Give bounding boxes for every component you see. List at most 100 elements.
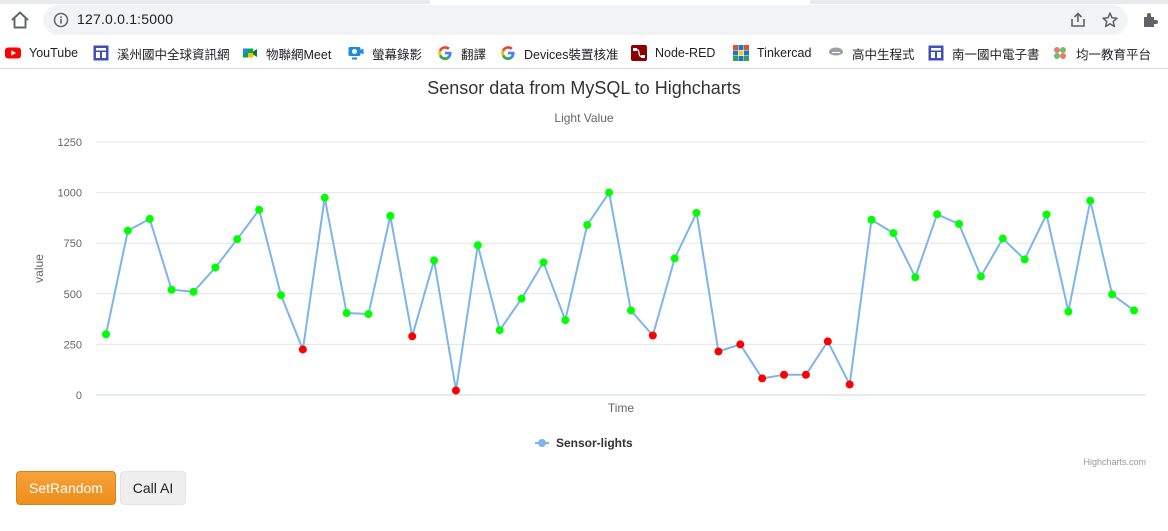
- share-icon[interactable]: [1069, 11, 1087, 29]
- data-point[interactable]: [845, 380, 854, 389]
- data-point[interactable]: [342, 309, 351, 318]
- data-point[interactable]: [495, 326, 504, 335]
- data-point[interactable]: [801, 370, 810, 379]
- site-info-icon[interactable]: [53, 12, 69, 28]
- data-point[interactable]: [626, 306, 635, 315]
- data-point[interactable]: [517, 294, 526, 303]
- bookmark-label: YouTube: [29, 46, 79, 60]
- data-point[interactable]: [1086, 196, 1095, 205]
- url-text[interactable]: 127.0.0.1:5000: [77, 11, 174, 27]
- data-point[interactable]: [386, 211, 395, 220]
- data-point[interactable]: [583, 220, 592, 229]
- site-icon: [93, 45, 109, 61]
- y-tick-label: 1000: [58, 188, 82, 200]
- y-axis-title: value: [32, 254, 46, 283]
- bookmark-youtube[interactable]: YouTube: [5, 44, 78, 62]
- bookmark-label: 物聯網Meet: [266, 47, 332, 62]
- bookmark-label: 均一教育平台: [1076, 47, 1152, 62]
- data-point[interactable]: [1108, 290, 1117, 299]
- data-point[interactable]: [648, 331, 657, 340]
- active-tab[interactable]: [430, 0, 810, 4]
- browser-toolbar: 127.0.0.1:5000: [0, 0, 1168, 38]
- bookmark-devices[interactable]: Devices裝置核准: [500, 44, 618, 62]
- google-icon: [501, 46, 515, 60]
- bookmark-label: Node-RED: [655, 46, 716, 60]
- extensions-puzzle-icon[interactable]: [1141, 11, 1159, 29]
- bookmark-label: 南一國中電子書: [952, 47, 1040, 62]
- bookmark-label: 溪州國中全球資訊網: [117, 47, 230, 62]
- data-point[interactable]: [736, 340, 745, 349]
- data-point[interactable]: [867, 215, 876, 224]
- data-point[interactable]: [561, 316, 570, 325]
- data-point[interactable]: [364, 310, 373, 319]
- bookmark-screen-record[interactable]: 螢幕錄影: [348, 44, 422, 62]
- bookmark-tinkercad[interactable]: Tinkercad: [733, 44, 811, 62]
- data-point[interactable]: [189, 287, 198, 296]
- bookmark-hs-coding[interactable]: 高中生程式: [828, 44, 915, 62]
- bookmark-meet[interactable]: 物聯網Meet: [242, 44, 331, 62]
- data-point[interactable]: [451, 386, 460, 395]
- data-point[interactable]: [1020, 255, 1029, 264]
- bookmark-node-red[interactable]: Node-RED: [631, 44, 715, 62]
- data-point[interactable]: [123, 226, 132, 235]
- data-point[interactable]: [605, 188, 614, 197]
- data-point[interactable]: [539, 258, 548, 267]
- bookmarks-bar: YouTube 溪州國中全球資訊網 物聯網Meet 螢幕錄影 翻譯 Device…: [0, 38, 1168, 69]
- x-axis-title: Time: [608, 401, 635, 415]
- data-point[interactable]: [298, 345, 307, 354]
- home-icon[interactable]: [9, 9, 31, 31]
- data-point[interactable]: [889, 229, 898, 238]
- data-point[interactable]: [276, 291, 285, 300]
- chart-title: Sensor data from MySQL to Highcharts: [427, 78, 741, 98]
- y-tick-label: 0: [76, 390, 82, 402]
- data-point[interactable]: [1130, 306, 1138, 315]
- y-tick-label: 500: [64, 289, 82, 301]
- data-point[interactable]: [714, 347, 723, 356]
- meet-icon: [243, 48, 257, 58]
- site-icon: [928, 45, 944, 61]
- set-random-button[interactable]: SetRandom: [16, 471, 116, 505]
- series-line: [105, 191, 1135, 392]
- data-point[interactable]: [102, 330, 110, 339]
- data-point[interactable]: [670, 254, 679, 263]
- bookmark-junyi[interactable]: 均一教育平台: [1052, 44, 1151, 62]
- tab-strip: [0, 0, 1168, 4]
- bookmark-ebook[interactable]: 南一國中電子書: [928, 44, 1040, 62]
- data-point[interactable]: [408, 332, 417, 341]
- data-point[interactable]: [211, 263, 220, 272]
- bookmark-translate[interactable]: 翻譯: [437, 44, 486, 62]
- bookmark-label: 螢幕錄影: [372, 47, 423, 62]
- junyi-icon: [1054, 47, 1066, 59]
- y-tick-label: 1250: [58, 137, 82, 149]
- data-point[interactable]: [233, 235, 242, 244]
- chart-container: Sensor data from MySQL to Highcharts Lig…: [0, 70, 1168, 470]
- data-point[interactable]: [955, 219, 964, 228]
- data-point[interactable]: [692, 208, 701, 217]
- data-point[interactable]: [998, 234, 1007, 243]
- data-point[interactable]: [933, 210, 942, 219]
- y-tick-label: 750: [64, 238, 82, 250]
- chart-subtitle: Light Value: [554, 111, 614, 125]
- data-point[interactable]: [758, 374, 767, 383]
- legend-symbol-marker[interactable]: [538, 439, 546, 447]
- node-red-icon: [631, 45, 647, 61]
- data-point[interactable]: [780, 370, 789, 379]
- data-point[interactable]: [1042, 210, 1051, 219]
- bookmark-school-site[interactable]: 溪州國中全球資訊網: [93, 44, 230, 62]
- data-point[interactable]: [320, 193, 329, 202]
- bookmark-star-icon[interactable]: [1101, 11, 1119, 29]
- data-point[interactable]: [473, 241, 482, 250]
- data-point[interactable]: [255, 205, 264, 214]
- data-point[interactable]: [167, 285, 176, 294]
- call-ai-button[interactable]: Call AI: [120, 471, 186, 505]
- data-point[interactable]: [911, 273, 920, 282]
- bookmark-label: 翻譯: [461, 47, 487, 62]
- data-point[interactable]: [976, 272, 985, 281]
- legend-item-label[interactable]: Sensor-lights: [556, 436, 633, 450]
- address-bar[interactable]: 127.0.0.1:5000: [43, 5, 1128, 35]
- data-point[interactable]: [1064, 307, 1073, 316]
- data-point[interactable]: [145, 214, 154, 223]
- data-point[interactable]: [430, 256, 439, 265]
- highcharts-credits[interactable]: Highcharts.com: [1083, 457, 1146, 467]
- data-point[interactable]: [823, 337, 832, 346]
